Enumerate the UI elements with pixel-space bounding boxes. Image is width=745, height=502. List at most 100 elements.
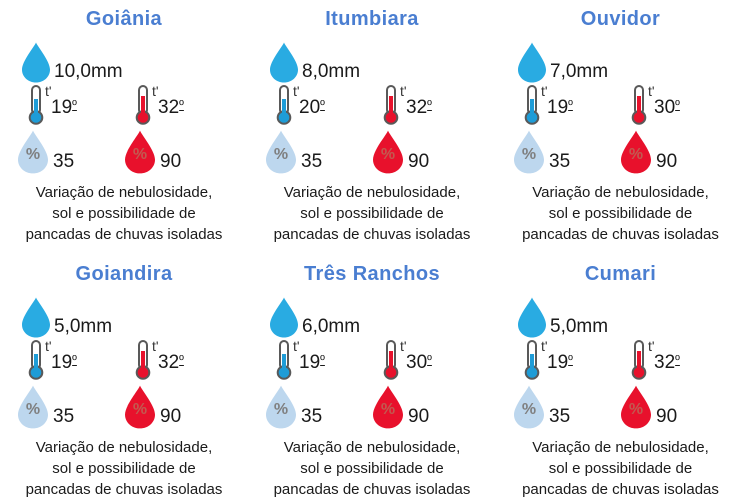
- rainfall-value: 5,0mm: [550, 316, 609, 337]
- min-humidity-value: 35: [301, 151, 323, 172]
- max-temperature-group: t' 30º: [629, 83, 736, 125]
- forecast-description-line3: pancadas de chuvas isoladas: [522, 481, 719, 498]
- humidity-row: % 35 % 90: [514, 128, 745, 174]
- forecast-description-line1: Variação de nebulosidade,: [283, 184, 461, 201]
- degree-ordinal: º: [427, 97, 432, 112]
- forecast-description: Variação de nebulosidade, sol e possibil…: [248, 182, 496, 245]
- forecast-description: Variação de nebulosidade, sol e possibil…: [0, 182, 248, 245]
- humidity-low-drop-icon: %: [514, 385, 544, 429]
- min-temperature-group: t' 19º: [26, 83, 133, 125]
- raindrop-icon: [518, 42, 546, 83]
- humidity-high-drop-icon: %: [621, 385, 651, 429]
- temperature-mark-label: t': [45, 338, 52, 354]
- forecast-description-line3: pancadas de chuvas isoladas: [25, 226, 223, 243]
- forecast-description-line3: pancadas de chuvas isoladas: [273, 226, 471, 243]
- city-name: Ouvidor: [580, 8, 661, 30]
- humidity-row: % 35 % 90: [514, 383, 745, 429]
- rainfall-value: 7,0mm: [550, 61, 609, 82]
- rainfall-value: 6,0mm: [302, 316, 361, 337]
- temperature-mark-label: t': [648, 338, 655, 354]
- humidity-high-drop-icon: %: [373, 385, 403, 429]
- percent-symbol: %: [521, 146, 537, 164]
- city-forecast-card: Cumari 5,0mm: [496, 250, 745, 502]
- thermometer-hot-icon: [629, 85, 736, 125]
- forecast-description-line2: sol e possibilidade de: [300, 205, 444, 222]
- min-humidity-value: 35: [549, 406, 571, 427]
- thermometer-hot-icon: [381, 85, 488, 125]
- degree-ordinal: º: [568, 97, 573, 112]
- degree-ordinal: º: [179, 97, 184, 112]
- forecast-description: Variação de nebulosidade, sol e possibil…: [496, 437, 745, 500]
- city-forecast-card: Itumbiara 8,0mm: [248, 0, 496, 250]
- percent-symbol: %: [25, 146, 41, 164]
- temperature-row: t' 19º t' 30º: [518, 83, 745, 125]
- min-humidity-value: 35: [549, 151, 571, 172]
- humidity-low-drop-icon: %: [18, 385, 48, 429]
- card-content: 8,0mm t' 20º: [248, 42, 496, 174]
- min-humidity-group: % 35: [18, 383, 125, 429]
- humidity-row: % 35 % 90: [18, 383, 248, 429]
- temperature-row: t' 20º t' 32º: [270, 83, 496, 125]
- thermometer-cold-icon: [522, 340, 629, 380]
- raindrop-icon: [518, 297, 546, 338]
- forecast-description-line2: sol e possibilidade de: [548, 460, 693, 477]
- thermometer-hot-icon: [133, 340, 240, 380]
- thermometer-cold-icon: [522, 85, 629, 125]
- max-humidity-value: 90: [656, 151, 678, 172]
- min-temperature-value: 20º: [299, 97, 325, 118]
- temperature-mark-label: t': [400, 83, 407, 99]
- max-temperature-value: 30º: [406, 352, 432, 373]
- max-humidity-group: % 90: [125, 383, 232, 429]
- forecast-description-line2: sol e possibilidade de: [52, 205, 196, 222]
- humidity-row: % 35 % 90: [266, 128, 496, 174]
- forecast-description-line2: sol e possibilidade de: [300, 460, 444, 477]
- temperature-mark-label: t': [541, 338, 548, 354]
- degree-ordinal: º: [427, 352, 432, 367]
- min-temperature-group: t' 20º: [274, 83, 381, 125]
- city-forecast-card: Três Ranchos 6,0mm: [248, 250, 496, 502]
- max-humidity-group: % 90: [373, 383, 480, 429]
- thermometer-cold-icon: [274, 85, 381, 125]
- forecast-description-line1: Variação de nebulosidade,: [35, 439, 213, 456]
- card-content: 10,0mm t' 19º: [0, 42, 248, 174]
- min-humidity-group: % 35: [266, 128, 373, 174]
- temperature-mark-label: t': [293, 83, 300, 99]
- temperature-mark-label: t': [648, 83, 655, 99]
- city-name: Cumari: [584, 263, 657, 285]
- rainfall-value: 5,0mm: [54, 316, 113, 337]
- max-humidity-group: % 90: [373, 128, 480, 174]
- max-temperature-value: 32º: [158, 352, 184, 373]
- percent-symbol: %: [521, 401, 537, 419]
- min-humidity-value: 35: [53, 151, 75, 172]
- max-humidity-group: % 90: [125, 128, 232, 174]
- rainfall-value: 8,0mm: [302, 61, 361, 82]
- city-forecast-card: Goiandira 5,0mm: [0, 250, 248, 502]
- city-name: Goiandira: [75, 263, 173, 285]
- humidity-low-drop-icon: %: [266, 130, 296, 174]
- percent-symbol: %: [273, 146, 289, 164]
- forecast-description: Variação de nebulosidade, sol e possibil…: [0, 437, 248, 500]
- city-forecast-card: Ouvidor 7,0mm: [496, 0, 745, 250]
- forecast-description-line1: Variação de nebulosidade,: [532, 439, 709, 456]
- max-temperature-value: 32º: [406, 97, 432, 118]
- rainfall-row: 10,0mm: [22, 42, 248, 83]
- raindrop-icon: [22, 42, 50, 83]
- card-content: 7,0mm t' 19º: [496, 42, 745, 174]
- min-temperature-value: 19º: [299, 352, 325, 373]
- temperature-row: t' 19º t' 32º: [518, 338, 745, 380]
- percent-symbol: %: [628, 401, 644, 419]
- percent-symbol: %: [380, 146, 396, 164]
- humidity-high-drop-icon: %: [125, 130, 155, 174]
- percent-symbol: %: [273, 401, 289, 419]
- min-humidity-group: % 35: [18, 128, 125, 174]
- humidity-high-drop-icon: %: [373, 130, 403, 174]
- forecast-description: Variação de nebulosidade, sol e possibil…: [496, 182, 745, 245]
- min-temperature-group: t' 19º: [522, 83, 629, 125]
- humidity-low-drop-icon: %: [18, 130, 48, 174]
- rainfall-row: 5,0mm: [22, 297, 248, 338]
- thermometer-cold-icon: [26, 85, 133, 125]
- raindrop-icon: [270, 42, 298, 83]
- max-humidity-value: 90: [408, 151, 430, 172]
- max-humidity-value: 90: [408, 406, 430, 427]
